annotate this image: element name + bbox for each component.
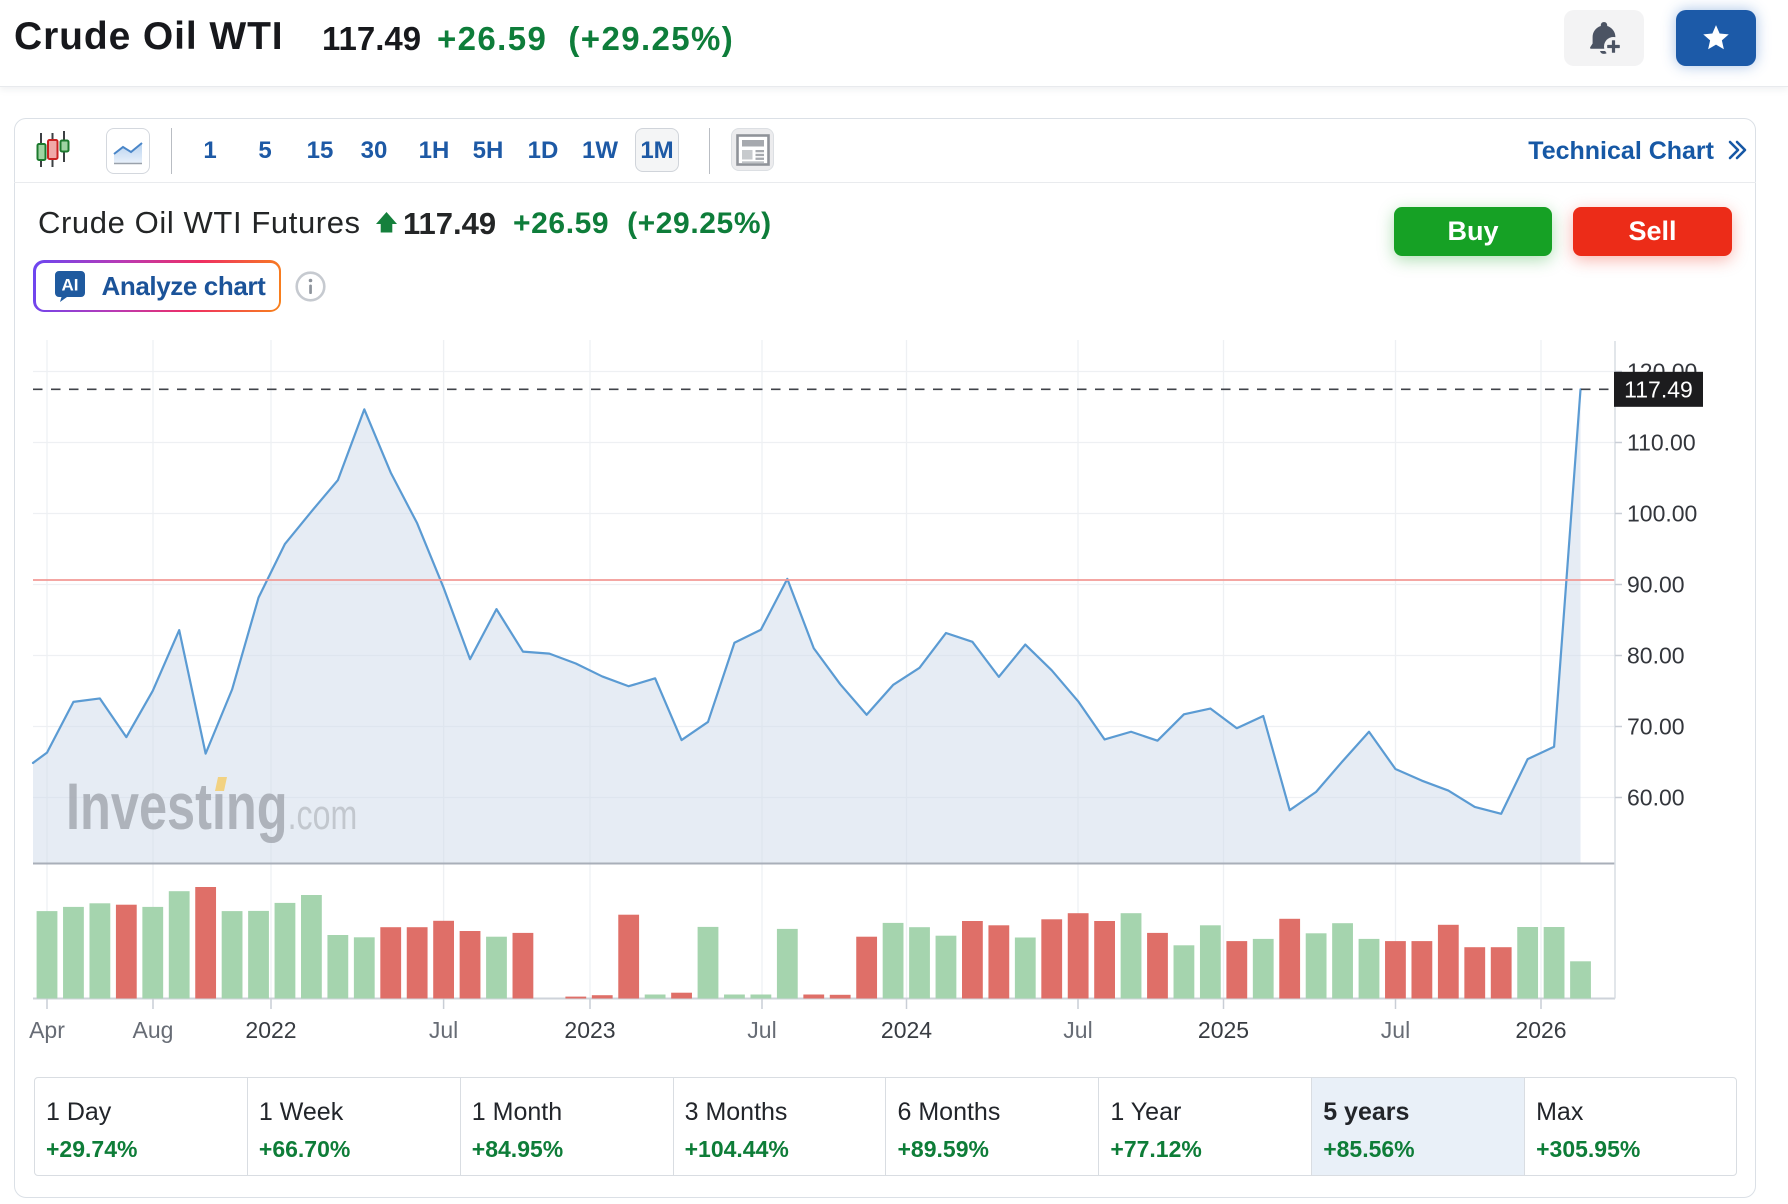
svg-text:60.00: 60.00 — [1627, 785, 1685, 811]
svg-text:Jul: Jul — [1063, 1017, 1092, 1043]
svg-text:Jul: Jul — [429, 1017, 458, 1043]
svg-text:80.00: 80.00 — [1627, 643, 1685, 669]
svg-text:2024: 2024 — [881, 1017, 932, 1043]
svg-text:110.00: 110.00 — [1627, 430, 1696, 456]
svg-text:90.00: 90.00 — [1627, 572, 1685, 598]
svg-text:Jul: Jul — [747, 1017, 776, 1043]
svg-text:2022: 2022 — [245, 1017, 296, 1043]
svg-text:Aug: Aug — [133, 1017, 174, 1043]
svg-text:2025: 2025 — [1198, 1017, 1249, 1043]
svg-text:100.00: 100.00 — [1627, 501, 1697, 527]
svg-text:2026: 2026 — [1515, 1017, 1566, 1043]
svg-text:2023: 2023 — [564, 1017, 615, 1043]
svg-text:Apr: Apr — [29, 1017, 65, 1043]
svg-text:70.00: 70.00 — [1627, 714, 1685, 740]
svg-text:AI: AI — [61, 276, 78, 295]
svg-text:Jul: Jul — [1381, 1017, 1410, 1043]
svg-text:117.49: 117.49 — [1624, 376, 1693, 402]
